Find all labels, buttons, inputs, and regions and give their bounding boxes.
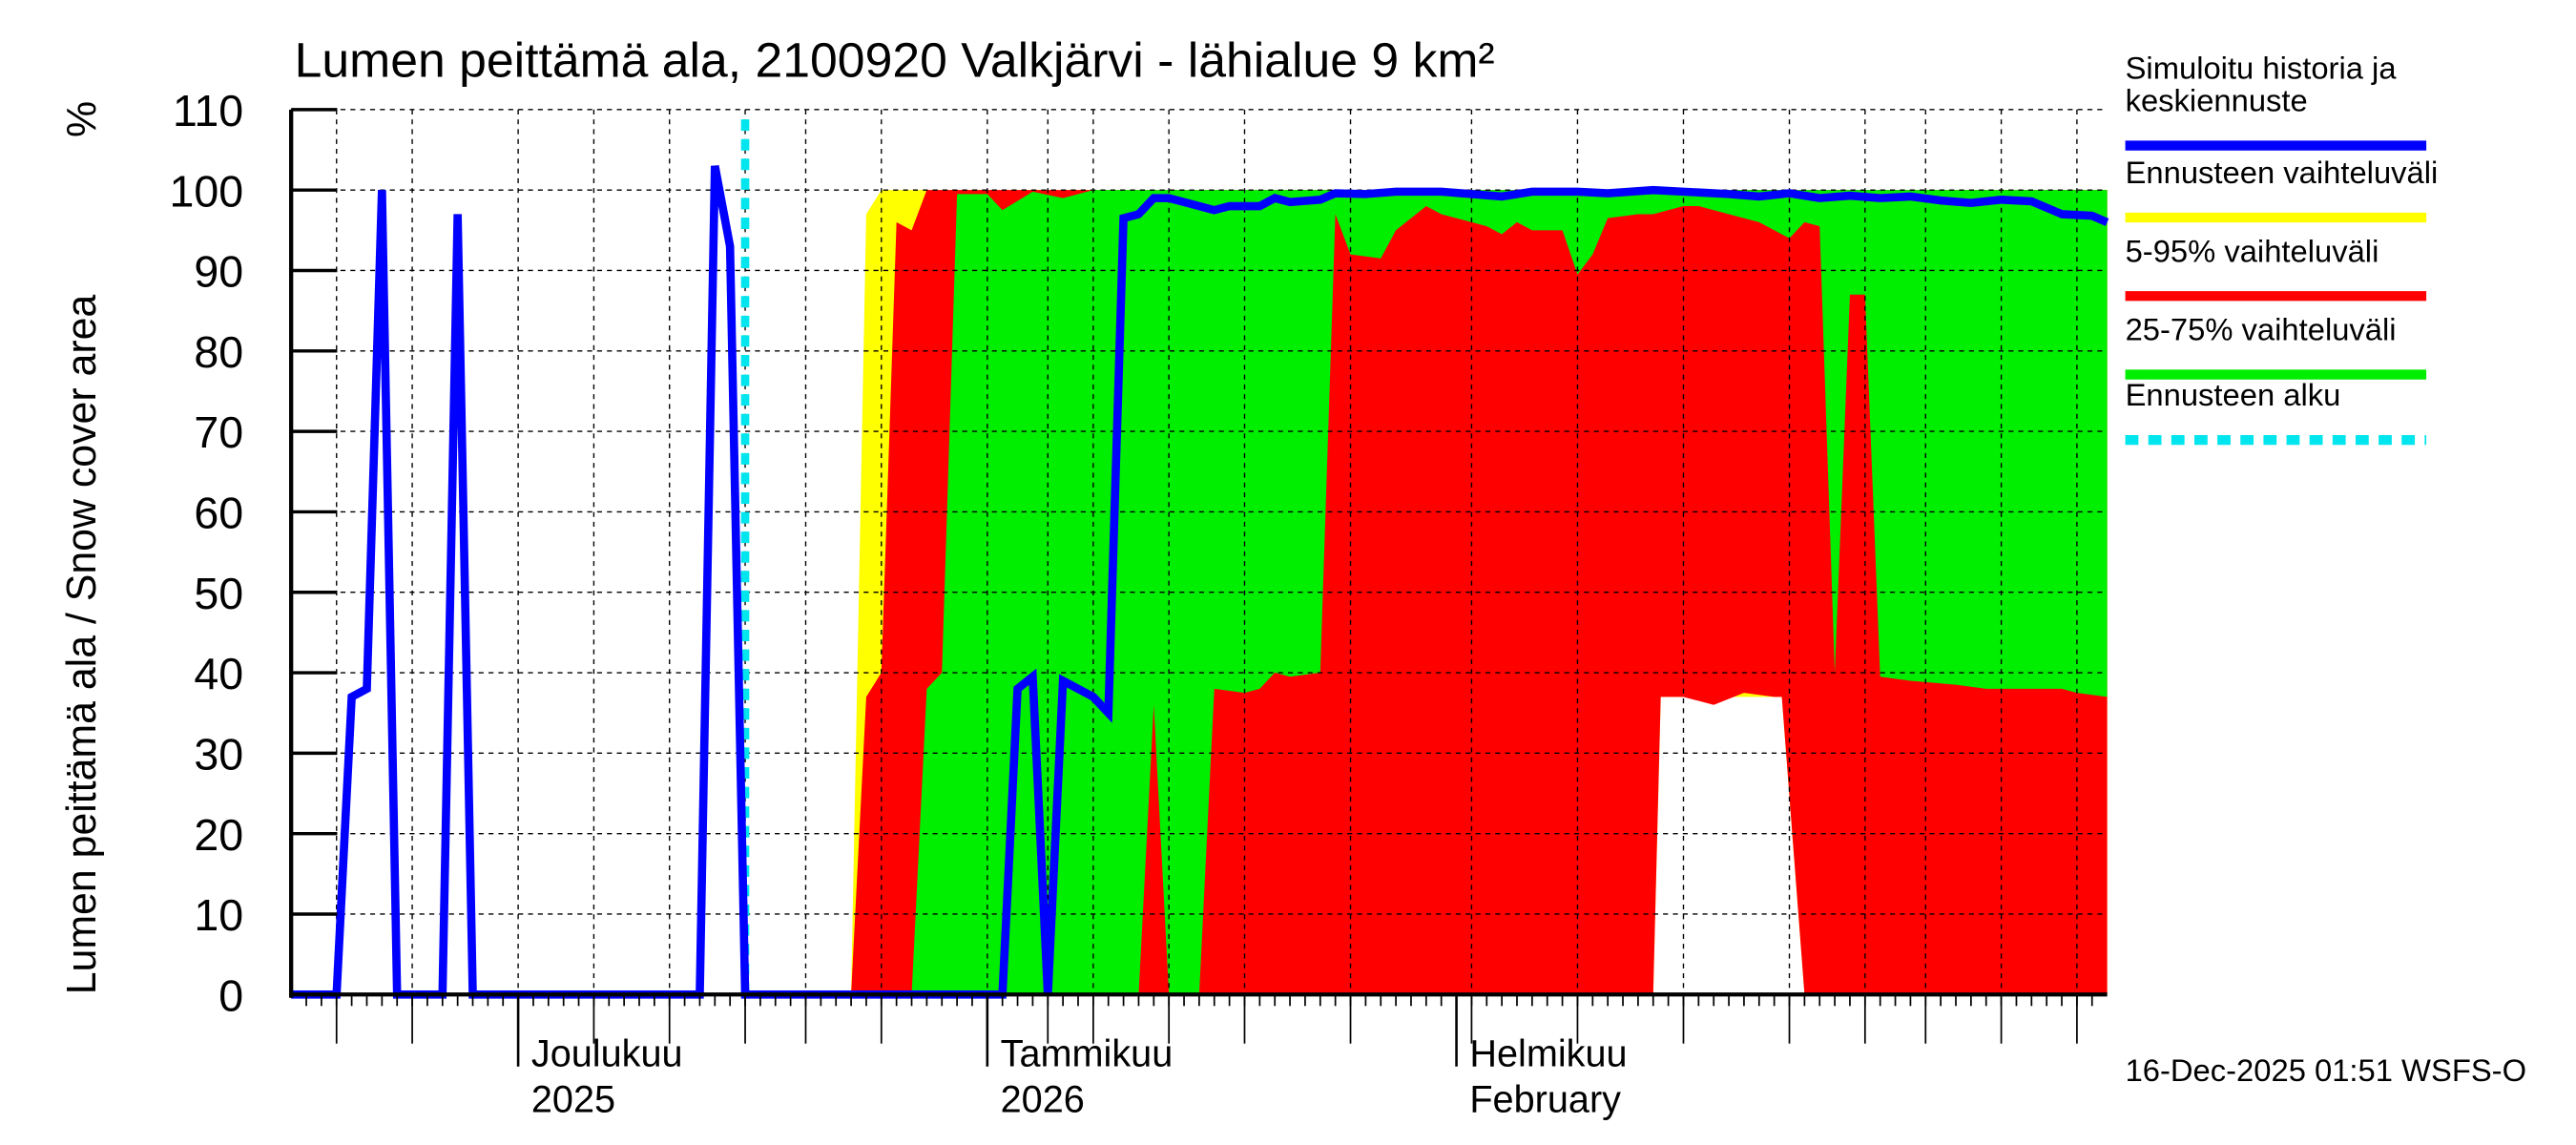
y-tick-label: 40 (194, 649, 243, 698)
y-tick-label: 100 (170, 166, 244, 216)
x-month-label: Tammikuu (1001, 1033, 1174, 1075)
x-month-label: 2025 (531, 1079, 615, 1121)
grid-lines (291, 109, 2108, 995)
legend-label: Simuloitu historia ja (2126, 50, 2398, 85)
y-tick-label: 10 (194, 890, 243, 940)
percentile-25-75-band (911, 190, 2108, 995)
y-tick-label: 90 (194, 247, 243, 297)
x-month-label: 2026 (1001, 1079, 1085, 1121)
y-tick-label: 80 (194, 327, 243, 377)
chart-title: Lumen peittämä ala, 2100920 Valkjärvi - … (295, 32, 1495, 88)
y-tick-label: 60 (194, 489, 243, 538)
legend-label: Ennusteen vaihteluväli (2126, 155, 2439, 190)
mean-forecast-line (291, 165, 2109, 999)
y-tick-label: 110 (173, 86, 243, 135)
y-tick-label: 20 (194, 810, 243, 860)
legend-label: 25-75% vaihteluväli (2126, 312, 2397, 347)
legend-label: Ennusteen alku (2126, 377, 2341, 412)
y-tick-label: 70 (194, 407, 243, 457)
x-month-label: February (1469, 1079, 1621, 1121)
x-month-label: Joulukuu (531, 1033, 683, 1075)
y-tick-label: 30 (194, 730, 243, 780)
y-tick-label: 50 (194, 569, 243, 618)
y-tick-label: 0 (218, 971, 243, 1021)
y-axis-label: Lumen peittämä ala / Snow cover area (59, 295, 105, 995)
y-axis-unit: % (59, 101, 105, 137)
legend-label: keskiennuste (2126, 83, 2308, 118)
simulated-history-line (291, 165, 2109, 999)
x-month-label: Helmikuu (1469, 1033, 1627, 1075)
timestamp-footer: 16-Dec-2025 01:51 WSFS-O (2126, 1052, 2526, 1088)
legend-label: 5-95% vaihteluväli (2126, 233, 2379, 268)
